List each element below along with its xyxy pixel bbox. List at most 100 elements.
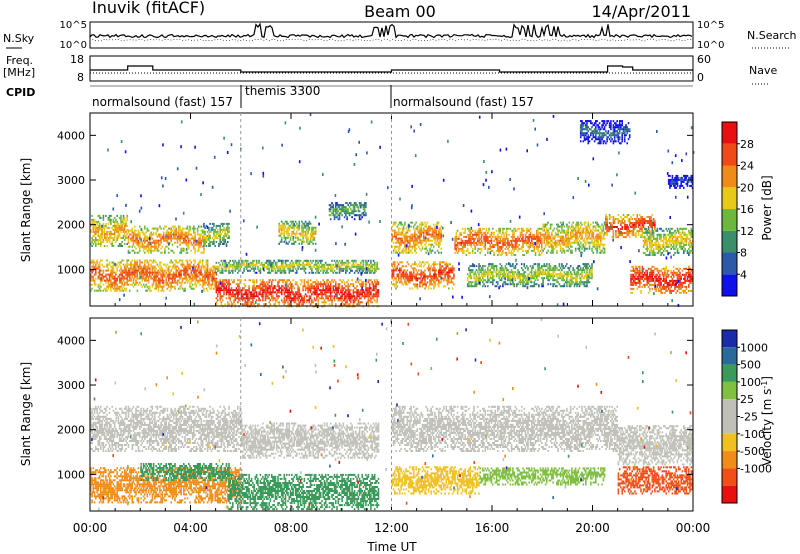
data-cell bbox=[273, 265, 275, 268]
data-cell bbox=[435, 273, 438, 276]
data-cell bbox=[309, 279, 312, 282]
data-cell bbox=[450, 267, 453, 270]
data-cell bbox=[302, 232, 304, 235]
data-cell bbox=[435, 263, 438, 266]
data-cell bbox=[225, 261, 228, 264]
data-cell bbox=[177, 227, 180, 230]
data-cell bbox=[208, 275, 210, 278]
data-cell bbox=[444, 273, 446, 276]
data-cell bbox=[235, 291, 238, 294]
data-cell bbox=[293, 226, 296, 229]
data-cell bbox=[166, 283, 169, 286]
data-cell bbox=[406, 225, 409, 228]
data-cell bbox=[478, 239, 480, 242]
data-cell bbox=[302, 234, 304, 237]
data-cell bbox=[90, 230, 92, 233]
data-cell bbox=[422, 227, 425, 230]
data-cell bbox=[216, 233, 219, 235]
data-cell bbox=[225, 269, 228, 272]
data-cell bbox=[265, 297, 268, 300]
data-cell bbox=[350, 283, 352, 286]
data-cell bbox=[397, 247, 400, 250]
data-cell bbox=[338, 293, 341, 296]
data-cell bbox=[358, 295, 361, 298]
data-cell bbox=[337, 214, 340, 217]
data-cell bbox=[147, 279, 150, 282]
data-cell bbox=[161, 287, 164, 290]
data-cell bbox=[352, 295, 355, 298]
data-cell bbox=[518, 247, 520, 250]
data-cell bbox=[105, 214, 107, 217]
data-cell bbox=[274, 269, 277, 272]
data-cell bbox=[277, 289, 279, 292]
data-cell bbox=[190, 269, 193, 272]
data-cell bbox=[321, 259, 323, 262]
data-cell bbox=[323, 267, 326, 270]
data-cell bbox=[485, 237, 488, 240]
data-cell bbox=[176, 283, 179, 286]
data-cell bbox=[289, 267, 292, 270]
data-cell bbox=[92, 243, 95, 245]
data-cell bbox=[194, 233, 196, 236]
data-cell bbox=[416, 243, 419, 246]
data-cell bbox=[269, 303, 272, 306]
data-cell bbox=[220, 228, 223, 231]
data-cell bbox=[249, 269, 252, 272]
data-cell bbox=[475, 281, 478, 284]
data-cell bbox=[433, 263, 435, 266]
data-cell bbox=[336, 259, 338, 262]
data-cell bbox=[293, 232, 296, 235]
data-cell bbox=[201, 283, 204, 286]
data-cell bbox=[416, 237, 419, 240]
data-cell bbox=[164, 263, 166, 266]
data-cell bbox=[269, 299, 272, 302]
data-cell bbox=[122, 222, 125, 225]
data-cell bbox=[185, 279, 188, 282]
data-cell bbox=[100, 239, 102, 241]
data-cell bbox=[154, 271, 156, 274]
data-cell bbox=[170, 281, 172, 284]
data-cell bbox=[228, 281, 230, 284]
data-cell bbox=[346, 295, 348, 298]
data-cell bbox=[313, 297, 316, 300]
data-cell bbox=[193, 245, 195, 248]
data-cell bbox=[443, 269, 445, 272]
data-cell bbox=[165, 245, 167, 248]
data-cell bbox=[198, 239, 200, 242]
data-cell bbox=[343, 206, 346, 209]
data-cell bbox=[392, 279, 395, 282]
data-cell bbox=[345, 261, 347, 264]
data-cell bbox=[189, 275, 191, 278]
data-cell bbox=[221, 285, 224, 288]
data-cell bbox=[455, 231, 458, 234]
data-cell bbox=[372, 289, 375, 292]
data-cell bbox=[284, 281, 287, 284]
data-cell bbox=[302, 301, 304, 304]
data-cell bbox=[115, 281, 117, 284]
data-cell bbox=[420, 281, 422, 284]
data-cell bbox=[174, 263, 176, 266]
data-cell bbox=[327, 299, 329, 302]
data-cell bbox=[169, 275, 171, 278]
data-cell bbox=[219, 230, 221, 233]
data-cell bbox=[237, 293, 239, 296]
data-cell bbox=[120, 281, 122, 284]
data-cell bbox=[321, 301, 323, 304]
data-cell bbox=[482, 273, 484, 276]
data-cell bbox=[160, 241, 162, 244]
data-cell bbox=[394, 265, 396, 268]
data-cell bbox=[126, 271, 128, 274]
data-cell bbox=[164, 237, 166, 240]
data-cell bbox=[480, 231, 483, 234]
data-cell bbox=[226, 241, 229, 243]
data-cell bbox=[269, 279, 272, 282]
data-cell bbox=[140, 269, 142, 272]
data-cell bbox=[189, 227, 191, 230]
data-cell bbox=[101, 259, 103, 262]
data-cell bbox=[268, 281, 270, 284]
data-cell bbox=[303, 295, 306, 298]
data-cell bbox=[292, 263, 294, 266]
data-cell bbox=[255, 287, 258, 290]
data-cell bbox=[223, 291, 225, 294]
data-cell bbox=[322, 283, 324, 286]
